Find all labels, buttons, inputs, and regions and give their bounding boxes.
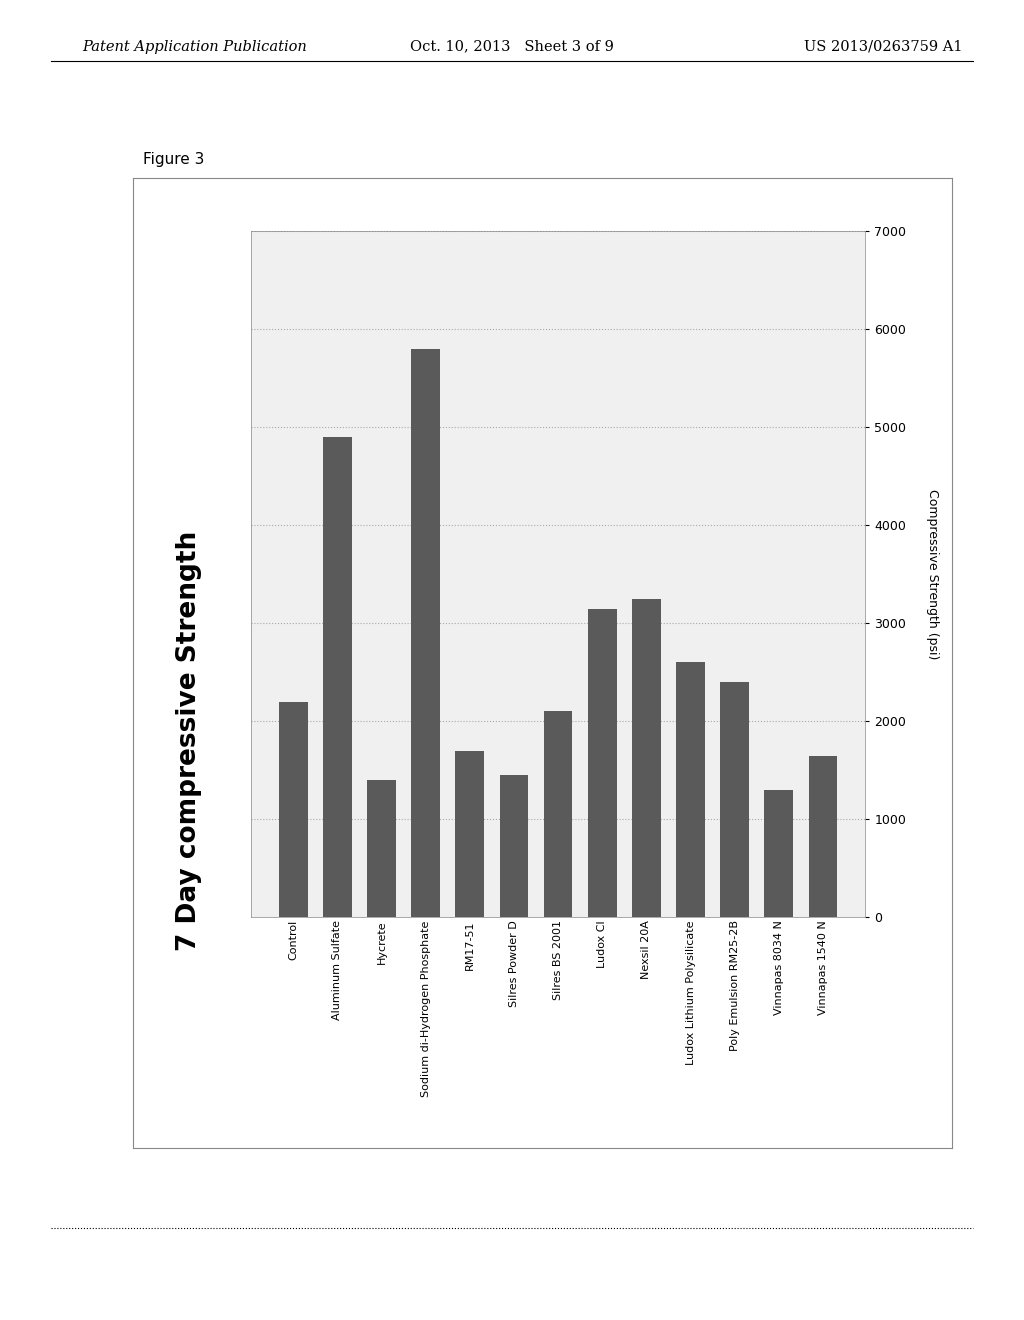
Text: US 2013/0263759 A1: US 2013/0263759 A1 <box>804 40 963 54</box>
Bar <box>809 755 838 917</box>
Bar <box>456 751 484 917</box>
Text: 7 Day compressive Strength: 7 Day compressive Strength <box>176 531 203 950</box>
Bar <box>632 599 660 917</box>
Bar <box>765 789 794 917</box>
Bar <box>412 348 440 917</box>
Text: Figure 3: Figure 3 <box>143 152 205 166</box>
Bar <box>720 682 749 917</box>
Bar <box>544 711 572 917</box>
Y-axis label: Compressive Strength (psi): Compressive Strength (psi) <box>926 488 939 660</box>
Bar <box>676 663 705 917</box>
Bar <box>323 437 351 917</box>
Bar <box>368 780 396 917</box>
Text: Patent Application Publication: Patent Application Publication <box>82 40 306 54</box>
Bar <box>279 702 307 917</box>
Text: Oct. 10, 2013   Sheet 3 of 9: Oct. 10, 2013 Sheet 3 of 9 <box>410 40 614 54</box>
Bar <box>588 609 616 917</box>
Bar <box>500 775 528 917</box>
